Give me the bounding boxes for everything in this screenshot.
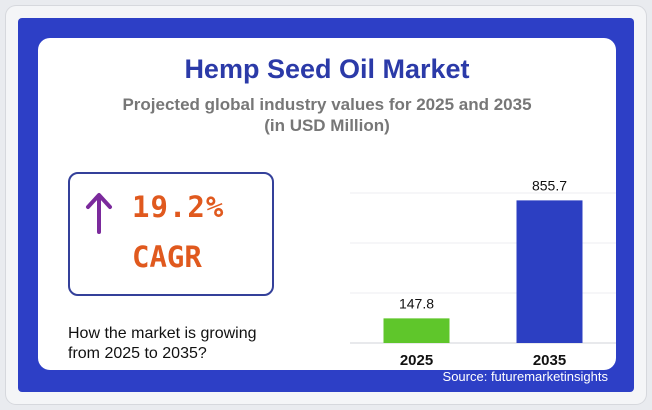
data-label-2035: 855.7	[532, 177, 567, 193]
source-note: Source: futuremarketinsights	[442, 369, 608, 384]
subtitle-line-2: (in USD Million)	[264, 116, 390, 135]
screenshot-frame: Hemp Seed Oil Market Projected global in…	[6, 6, 646, 404]
arrow-up-icon	[86, 193, 112, 234]
arrow-up-shape	[86, 193, 112, 234]
bar-2035	[516, 200, 583, 343]
page-subtitle: Projected global industry values for 202…	[38, 94, 616, 136]
question-line-1: How the market is growing	[68, 325, 257, 342]
tick-label-2025: 2025	[400, 352, 433, 369]
infographic-panel: Hemp Seed Oil Market Projected global in…	[18, 18, 634, 392]
bar-chart: 147.8 2025 855.7 2035	[350, 177, 616, 369]
content-card: Hemp Seed Oil Market Projected global in…	[38, 38, 616, 370]
page-title: Hemp Seed Oil Market	[184, 54, 470, 84]
cagr-value: 19.2%	[132, 190, 225, 224]
cagr-label: CAGR	[132, 240, 202, 274]
question-line-2: from 2025 to 2035?	[68, 345, 207, 362]
data-label-2025: 147.8	[399, 295, 434, 311]
cagr-box: 19.2% CAGR	[68, 172, 274, 296]
growth-question: How the market is growing from 2025 to 2…	[68, 324, 298, 364]
subtitle-line-1: Projected global industry values for 202…	[122, 95, 532, 114]
tick-label-2035: 2035	[533, 352, 566, 369]
bar-2025	[383, 318, 450, 343]
